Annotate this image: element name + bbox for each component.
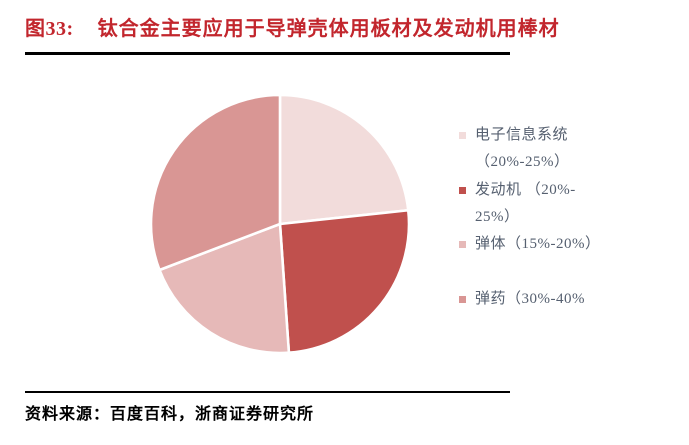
legend-item-3: 弹药（30%-40% [459, 286, 679, 341]
title-divider-rule [25, 52, 510, 55]
legend-marker-icon [459, 132, 466, 139]
legend-label: 弹药（30%-40% [475, 286, 585, 313]
pie-slice-2 [158, 222, 291, 355]
legend-marker-icon [459, 241, 466, 249]
legend-marker-icon [459, 295, 466, 303]
source-line: 资料来源：百度百科，浙商证券研究所 [25, 400, 314, 424]
source-text: 百度百科，浙商证券研究所 [110, 406, 315, 423]
legend-item-2: 弹体（15%-20%） [459, 231, 679, 286]
legend-label-line: 弹药（30%-40% [475, 290, 585, 307]
legend-label: 弹体（15%-20%） [475, 231, 601, 258]
legend-label-line: （20%-25%） [475, 154, 570, 170]
legend-label: 电子信息系统 （20%-25%） [475, 122, 570, 176]
legend-label-line: 电子信息系统 [475, 127, 569, 143]
figure-number: 图33: [25, 18, 74, 40]
pie-slice-3 [149, 93, 282, 272]
legend-label-line: 发动机 （20%- [475, 181, 576, 198]
legend-item-1: 发动机 （20%- 25%） [459, 177, 679, 232]
source-label: 资料来源： [25, 406, 111, 423]
legend-label-line: 25%） [475, 208, 520, 225]
legend-label: 发动机 （20%- 25%） [475, 177, 576, 231]
legend-label-line: 弹体（15%-20%） [475, 236, 601, 253]
pie-slice-1 [278, 208, 411, 354]
pie-chart [149, 93, 411, 355]
legend-item-0: 电子信息系统 （20%-25%） [459, 122, 679, 177]
chart-legend: 电子信息系统 （20%-25%） 发动机 （20%- 25%） 弹体（15%-20%） 弹… [459, 122, 679, 340]
pie-slice-0 [278, 93, 410, 226]
figure-title-text: 钛合金主要应用于导弹壳体用板材及发动机用棒材 [97, 18, 560, 40]
source-divider-rule [25, 391, 510, 393]
legend-marker-icon [459, 186, 466, 194]
pie-chart-area [148, 92, 412, 356]
figure-title: 图33: 钛合金主要应用于导弹壳体用板材及发动机用棒材 [25, 12, 560, 41]
